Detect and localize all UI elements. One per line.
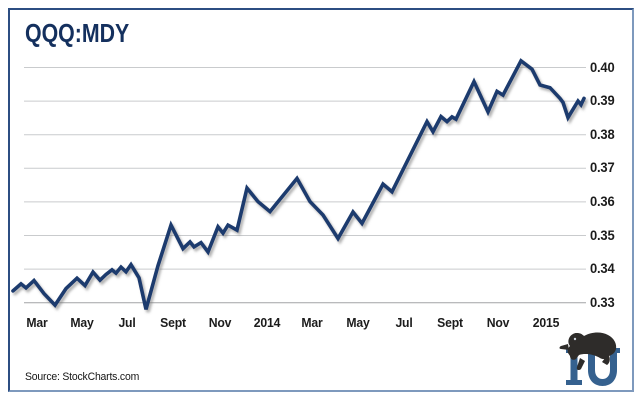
x-tick-label: May	[346, 315, 370, 330]
y-tick-label: 0.39	[590, 93, 615, 109]
source-note: Source: StockCharts.com	[25, 371, 140, 383]
x-tick-label: May	[70, 315, 94, 330]
ratio-line	[11, 58, 586, 310]
iu-bear-logo	[559, 332, 620, 386]
iu-letters	[566, 348, 620, 386]
y-tick-label: 0.37	[590, 160, 615, 176]
gridlines	[24, 67, 586, 304]
chart-frame-border	[8, 8, 634, 392]
x-tick-label: Nov	[486, 315, 510, 330]
x-tick-label: 2015	[532, 315, 560, 330]
x-tick-label: Sept	[160, 315, 186, 330]
chart-title: QQQ:MDY	[25, 18, 130, 48]
y-tick-label: 0.34	[590, 261, 615, 277]
x-tick-label: Nov	[208, 315, 232, 330]
y-tick-label: 0.38	[590, 126, 615, 142]
bear-eye	[573, 337, 577, 341]
y-tick-label: 0.36	[590, 193, 615, 209]
x-tick-label: Mar	[26, 315, 48, 330]
y-tick-label: 0.35	[590, 227, 615, 243]
x-tick-label: Mar	[301, 315, 323, 330]
y-tick-label: 0.33	[590, 294, 615, 310]
y-tick-label: 0.40	[590, 59, 615, 75]
bear-silhouette	[559, 332, 617, 371]
x-tick-label: Jul	[395, 315, 413, 330]
x-tick-label: Jul	[118, 315, 136, 330]
x-tick-label: Sept	[437, 315, 463, 330]
x-tick-label: 2014	[253, 315, 281, 330]
